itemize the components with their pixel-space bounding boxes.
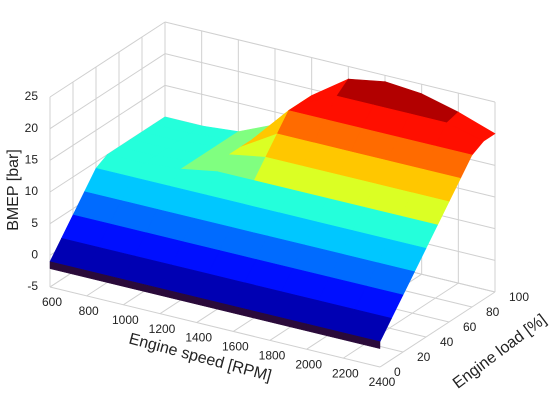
x-tick-label: 600 (42, 295, 62, 309)
x-tick-label: 1400 (185, 331, 212, 345)
grid-line (49, 21, 166, 98)
x-tick-label: 2400 (369, 375, 396, 389)
grid-line (379, 291, 496, 368)
z-tick-label: 15 (25, 153, 39, 167)
z-tick-label: 20 (25, 121, 39, 135)
surface-edge (343, 332, 381, 349)
grid-line (49, 84, 166, 161)
z-tick-label: -5 (27, 279, 38, 293)
y-tick-label: 20 (417, 350, 431, 364)
z-tick-label: 0 (31, 248, 38, 262)
y-tick-label: 80 (486, 305, 500, 319)
z-axis-title: BMEP [bar] (5, 149, 22, 231)
x-tick-label: 1800 (259, 349, 286, 363)
y-tick-label: 0 (394, 365, 401, 379)
z-tick-label: 25 (25, 89, 39, 103)
x-tick-label: 1200 (149, 322, 176, 336)
grid-line (164, 21, 496, 103)
y-tick-label: 60 (463, 320, 477, 334)
x-tick-label: 2200 (332, 366, 359, 380)
y-tick-label: 40 (440, 335, 454, 349)
x-tick-label: 1600 (222, 340, 249, 354)
x-tick-label: 1000 (112, 313, 139, 327)
grid-line (343, 282, 459, 359)
x-tick-label: 2000 (295, 357, 322, 371)
z-tick-label: 10 (25, 184, 39, 198)
grid-line (49, 286, 381, 368)
x-tick-label: 800 (79, 304, 99, 318)
grid-line (49, 53, 166, 130)
y-tick-label: 100 (509, 290, 529, 304)
z-tick-label: 5 (31, 216, 38, 230)
